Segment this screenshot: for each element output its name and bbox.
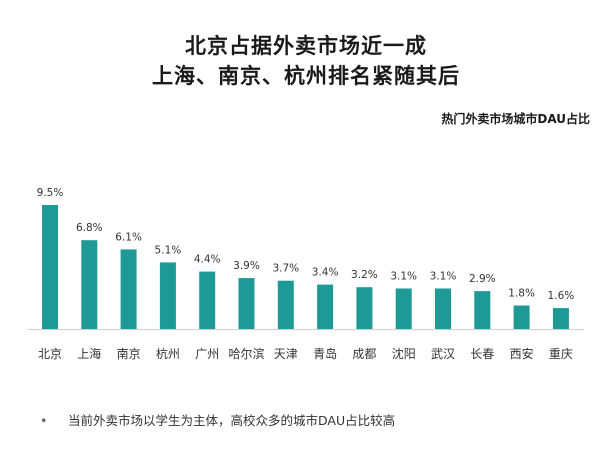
bar-1	[42, 205, 58, 329]
data-label-13: 1.8%	[508, 288, 535, 300]
x-tick-label-6: 哈尔滨	[228, 346, 264, 361]
bar-11	[435, 288, 451, 329]
x-tick-label-2: 上海	[77, 346, 101, 361]
bar-5	[199, 271, 216, 329]
x-tick-label-8: 青岛	[313, 346, 337, 361]
bar-2	[81, 240, 98, 329]
chart-subtitle: 热门外卖市场城市DAU占比	[441, 112, 590, 126]
x-tick-labels-group: 北京 上海 南京 杭州 广州 哈尔滨 天津 青岛 成都 沈阳 武汉 长春 西安 重庆	[38, 346, 573, 361]
x-tick-label-3: 南京	[117, 346, 141, 361]
x-tick-label-1: 北京	[38, 347, 62, 361]
bar-chart: 9.5% 6.8% 6.1% 5.1% 4.4% 3.9% 3.7% 3.4% 3.2% 3.1%…	[28, 187, 584, 361]
data-label-14: 1.6%	[548, 290, 575, 302]
x-tick-label-10: 沈阳	[392, 346, 416, 361]
x-tick-label-4: 杭州	[156, 346, 180, 361]
x-tick-label-7: 天津	[274, 347, 298, 361]
bar-8	[317, 284, 334, 329]
data-label-4: 5.1%	[155, 244, 182, 256]
data-labels-group: 9.5% 6.8% 6.1% 5.1% 4.4% 3.9% 3.7% 3.4% 3.2% 3.1%…	[37, 187, 575, 302]
bullet-icon: •	[40, 413, 48, 428]
bar-10	[395, 288, 412, 329]
footnote-text: 当前外卖市场以学生为主体，高校众多的城市DAU占比较高	[68, 413, 396, 428]
bar-6	[238, 278, 255, 329]
x-tick-label-14: 重庆	[549, 347, 573, 361]
data-label-6: 3.9%	[233, 260, 260, 272]
data-label-2: 6.8%	[76, 222, 103, 234]
chart-title-line-2: 上海、南京、杭州排名紧随其后	[152, 64, 460, 88]
bars-group	[42, 205, 569, 329]
x-tick-label-5: 广州	[195, 347, 219, 361]
data-label-8: 3.4%	[312, 267, 339, 279]
data-label-11: 3.1%	[430, 271, 457, 283]
x-tick-label-11: 武汉	[431, 347, 455, 361]
data-label-9: 3.2%	[351, 269, 378, 281]
bar-14	[552, 308, 569, 329]
bar-3	[120, 249, 137, 329]
x-tick-label-13: 西安	[510, 346, 534, 361]
data-label-5: 4.4%	[194, 254, 221, 266]
data-label-1: 9.5%	[37, 187, 64, 199]
chart-title-line-1: 北京占据外卖市场近一成	[185, 34, 427, 58]
data-label-7: 3.7%	[272, 263, 299, 275]
footnote: • 当前外卖市场以学生为主体，高校众多的城市DAU占比较高	[40, 410, 395, 429]
bar-12	[474, 291, 491, 329]
data-label-10: 3.1%	[390, 271, 417, 283]
bar-4	[159, 262, 176, 329]
data-label-12: 2.9%	[469, 273, 496, 285]
x-tick-label-9: 成都	[352, 347, 376, 361]
x-tick-label-12: 长春	[470, 347, 494, 361]
data-label-3: 6.1%	[115, 231, 142, 243]
bar-9	[356, 287, 373, 329]
bar-13	[513, 305, 530, 329]
bar-7	[277, 280, 294, 329]
